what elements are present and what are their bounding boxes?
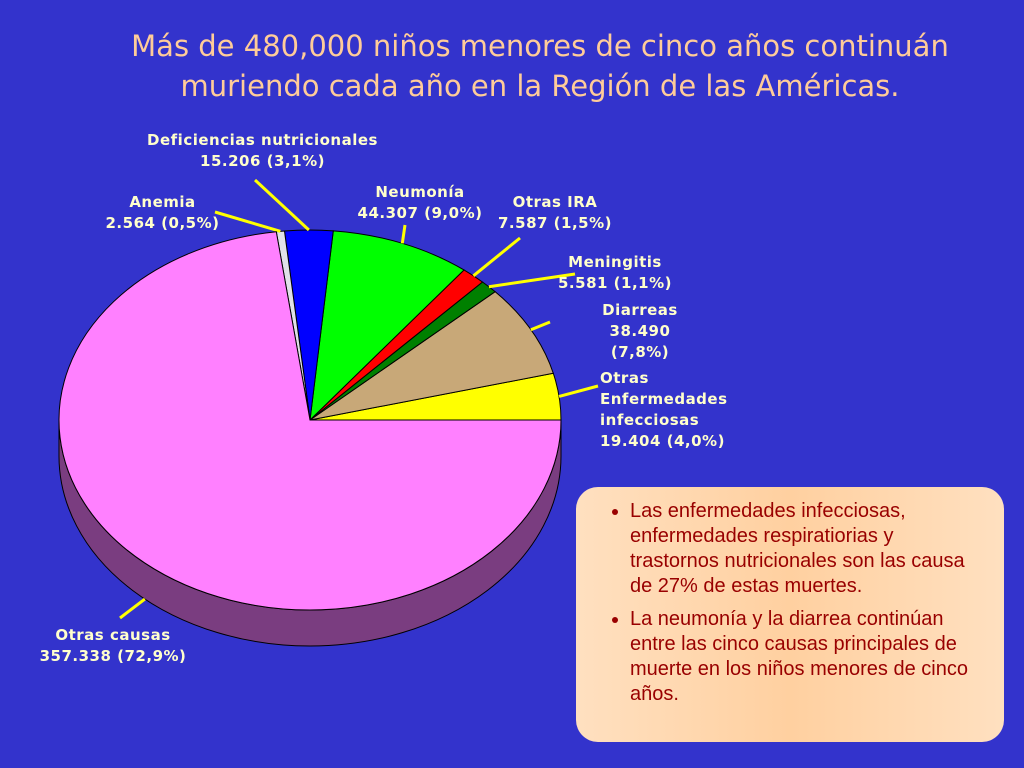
slice-name: Otras Enfermedades infecciosas [600,369,728,429]
slice-name: Meningitis [568,253,662,271]
pie-slice [309,291,554,421]
slice-value: 19.404 (4,0%) [600,432,725,450]
leader-line [214,210,281,233]
slice-label: Neumonía 44.307 (9,0%) [345,182,495,224]
slice-value: 38.490 (7,8%) [609,322,671,361]
slide-title: Más de 480,000 niños menores de cinco añ… [131,29,949,103]
slice-name: Otras IRA [512,193,598,211]
slice-label: Diarreas 38.490 (7,8%) [585,300,695,363]
slice-name: Neumonía [375,183,465,201]
slice-value: 2.564 (0,5%) [105,214,220,232]
slice-value: 15.206 (3,1%) [200,152,325,170]
leader-line [119,597,146,620]
pie-slice [58,231,562,611]
note: Las enfermedades infecciosas, enfermedad… [630,499,984,599]
leader-line [530,320,551,332]
leader-line [400,224,407,244]
leader-line [488,272,576,289]
slice-label: Otras Enfermedades infecciosas 19.404 (4,… [600,368,770,452]
slice-name: Deficiencias nutricionales [147,131,378,149]
note: La neumonía y la diarrea continúan entre… [630,607,984,707]
slice-value: 44.307 (9,0%) [357,204,483,222]
slice-label: Meningitis 5.581 (1,1%) [545,252,685,294]
slice-label: Otras IRA 7.587 (1,5%) [485,192,625,234]
slice-value: 357.338 (72,9%) [39,647,187,665]
slice-name: Anemia [129,193,196,211]
slice-label: Otras causas 357.338 (72,9%) [28,625,198,667]
slice-value: 5.581 (1,1%) [558,274,672,292]
notes-list: Las enfermedades infecciosas, enfermedad… [598,499,984,707]
slice-label: Anemia 2.564 (0,5%) [90,192,235,234]
leader-line [472,236,521,277]
slice-name: Diarreas [602,301,678,319]
pie-slice [309,230,465,422]
leader-line [253,178,310,232]
slice-name: Otras causas [55,626,171,644]
slice-value: 7.587 (1,5%) [498,214,612,232]
notes-box: Las enfermedades infecciosas, enfermedad… [576,487,1004,742]
leader-line [558,384,599,398]
slice-label: Deficiencias nutricionales 15.206 (3,1%) [135,130,390,172]
